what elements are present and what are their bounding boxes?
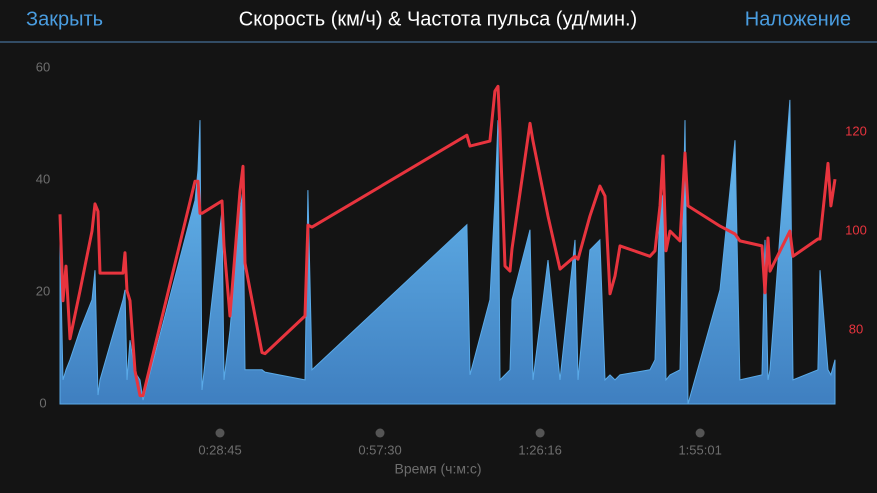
y2-tick-label: 100 [845,222,867,237]
overlay-button[interactable]: Наложение [745,8,851,30]
y-tick-label: 40 [36,171,50,186]
y-tick-label: 0 [39,395,46,410]
x-tick-label: 0:57:30 [358,442,401,457]
x-tick-dot [695,428,705,438]
x-tick-dot [375,428,385,438]
x-tick-label: 1:26:16 [518,442,561,457]
speed-area [59,99,836,405]
x-tick-label: 0:28:45 [198,442,241,457]
y2-tick-label: 80 [849,321,863,336]
y2-tick-label: 120 [845,124,867,139]
close-button[interactable]: Закрыть [26,8,103,30]
x-tick-dot [215,428,225,438]
screen-title: Скорость (км/ч) & Частота пульса (уд/мин… [239,8,637,30]
heart-rate-line [58,84,837,398]
x-axis-label: Время (ч:м:с) [394,461,481,477]
x-tick-dot [535,428,545,438]
y-tick-label: 20 [36,283,50,298]
x-tick-label: 1:55:01 [678,442,721,457]
y-tick-label: 60 [36,59,50,74]
